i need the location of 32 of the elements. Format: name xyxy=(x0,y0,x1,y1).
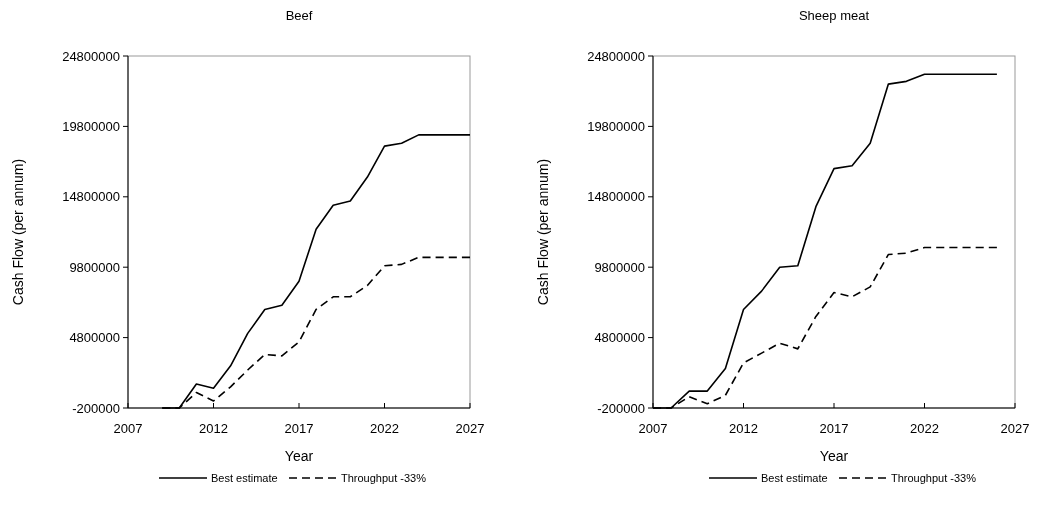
legend-label: Throughput -33% xyxy=(341,471,427,484)
legend-label: Throughput -33% xyxy=(891,471,977,484)
y-tick-label: 14800000 xyxy=(587,189,645,205)
y-tick-label: -200000 xyxy=(597,400,645,416)
y-tick-label: 19800000 xyxy=(62,118,120,134)
x-axis-title: Year xyxy=(819,448,849,464)
x-tick-label: 2017 xyxy=(819,421,849,436)
y-axis-title: Cash Flow (per annum) xyxy=(535,158,551,306)
x-tick-label: 2012 xyxy=(199,421,228,436)
y-tick-label: 4800000 xyxy=(594,330,645,346)
y-tick-label: 24800000 xyxy=(587,48,645,64)
y-tick-label: 9800000 xyxy=(69,259,120,275)
y-tick-label: -200000 xyxy=(72,400,120,416)
legend-label: Best estimate xyxy=(761,471,828,484)
x-tick-label: 2017 xyxy=(284,421,314,436)
y-axis-title: Cash Flow (per annum) xyxy=(10,158,26,306)
y-tick-label: 4800000 xyxy=(69,330,120,346)
y-tick-label: 14800000 xyxy=(62,189,120,205)
x-tick-label: 2027 xyxy=(455,421,485,436)
x-tick-label: 2012 xyxy=(729,421,758,436)
x-tick-label: 2007 xyxy=(113,421,143,436)
chart-title: Beef xyxy=(285,8,313,23)
legend-label: Best estimate xyxy=(211,471,278,484)
x-tick-label: 2022 xyxy=(370,421,399,436)
chart-title: Sheep meat xyxy=(798,8,870,23)
y-tick-label: 19800000 xyxy=(587,118,645,134)
y-tick-label: 24800000 xyxy=(62,48,120,64)
x-tick-label: 2007 xyxy=(638,421,668,436)
x-tick-label: 2027 xyxy=(1000,421,1030,436)
x-tick-label: 2022 xyxy=(910,421,939,436)
x-axis-title: Year xyxy=(284,448,314,464)
y-tick-label: 9800000 xyxy=(594,259,645,275)
